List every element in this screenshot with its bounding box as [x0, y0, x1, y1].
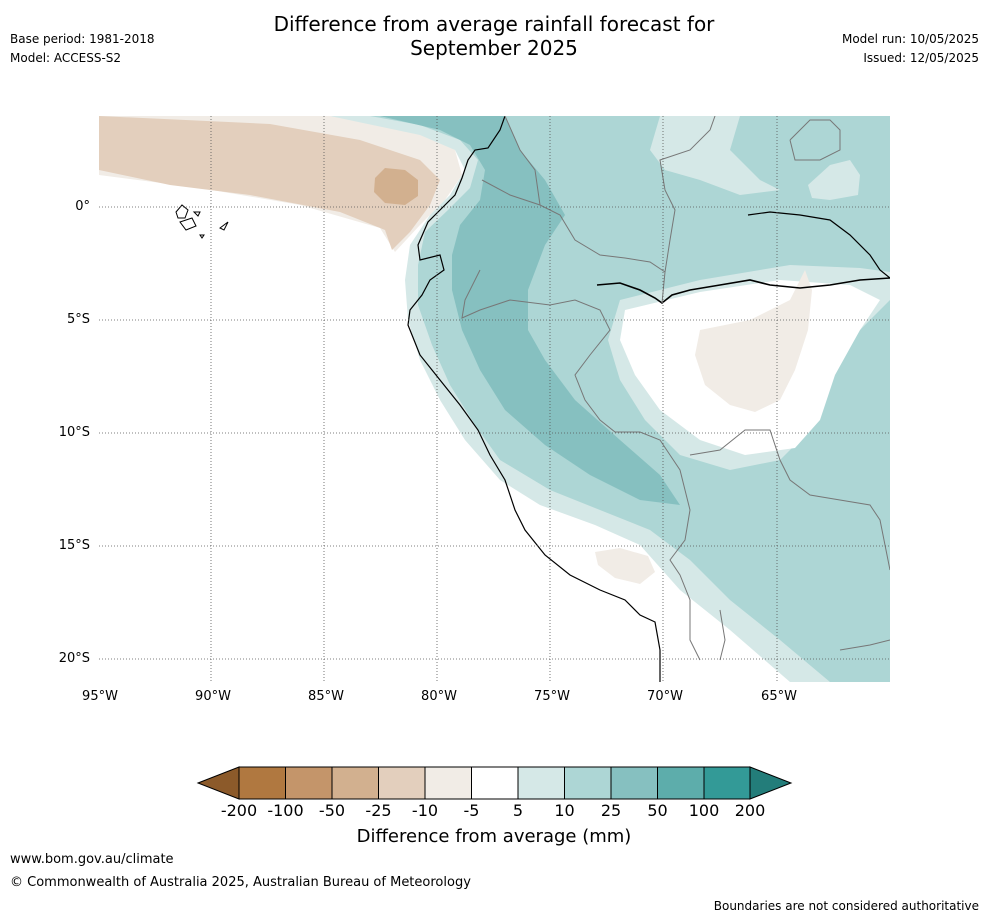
meta-left: Base period: 1981-2018 Model: ACCESS-S2 — [10, 30, 155, 68]
dry-10-contour — [99, 116, 440, 250]
colorbar-bin-5 — [424, 766, 472, 800]
lat-label-0: 0° — [75, 199, 90, 214]
dry-5-amazon — [695, 270, 812, 412]
base-period-text: Base period: 1981-2018 — [10, 32, 155, 46]
colorbar-bin-3 — [331, 766, 379, 800]
meta-right: Model run: 10/05/2025 Issued: 12/05/2025 — [842, 30, 979, 68]
colorbar-bin-11 — [703, 766, 751, 800]
wet-10-east-patch — [680, 320, 890, 682]
dry-25-contour — [374, 168, 418, 205]
colorbar-bin-1 — [238, 766, 286, 800]
lon-label-75w: 75°W — [534, 689, 570, 704]
colorbar-title: Difference from average (mm) — [356, 826, 632, 847]
dry-5-titicaca — [595, 548, 655, 584]
colorbar-label-200: 200 — [734, 801, 766, 820]
colorbar-label-100: 100 — [688, 801, 720, 820]
colorbar-bin-6 — [471, 766, 519, 800]
footer-url: www.bom.gov.au/climate — [10, 852, 174, 867]
lat-label-10s: 10°S — [58, 425, 90, 440]
wet-25-contour — [380, 116, 680, 505]
colorbar-label-neg50: -50 — [318, 801, 346, 820]
lon-label-90w: 90°W — [195, 689, 231, 704]
colorbar-label-neg10: -10 — [411, 801, 439, 820]
colorbar-label-10: 10 — [554, 801, 575, 820]
graticule — [99, 116, 890, 682]
footer-copyright: © Commonwealth of Australia 2025, Austra… — [10, 875, 471, 890]
colorbar-extend-low — [196, 766, 240, 800]
colorbar-label-25: 25 — [600, 801, 622, 820]
model-text: Model: ACCESS-S2 — [10, 51, 122, 65]
colorbar-label-neg200: -200 — [220, 801, 258, 820]
colorbar-bin-4 — [378, 766, 426, 800]
lon-label-95w: 95°W — [82, 689, 118, 704]
colorbar-label-5: 5 — [512, 801, 524, 820]
model-run-text: Model run: 10/05/2025 — [841, 32, 979, 46]
colorbar-bin-8 — [564, 766, 612, 800]
map-title-line2: September 2025 — [410, 36, 578, 60]
lat-label-20s: 20°S — [58, 651, 90, 666]
map-title-line1: Difference from average rainfall forecas… — [273, 12, 715, 36]
galapagos-islands — [175, 204, 229, 239]
wet-5-north-patch — [650, 116, 780, 195]
colorbar-label-neg100: -100 — [267, 801, 304, 820]
colorbar-bin-2 — [285, 766, 333, 800]
colorbar-bin-7 — [517, 766, 565, 800]
north-coast — [747, 211, 890, 279]
amazon-river — [596, 277, 890, 305]
country-borders — [461, 116, 890, 661]
colorbar-bin-9 — [610, 766, 658, 800]
colorbar — [196, 766, 793, 800]
issued-text: Issued: 12/05/2025 — [863, 51, 979, 65]
map-contours — [99, 116, 890, 682]
lon-label-85w: 85°W — [308, 689, 344, 704]
lat-label-5s: 5°S — [66, 312, 90, 327]
map-title: Difference from average rainfall forecas… — [0, 12, 988, 60]
coastline — [407, 116, 661, 682]
colorbar-label-neg25: -25 — [365, 801, 392, 820]
wet-5-northeast-patch — [808, 160, 860, 200]
colorbar-label-neg5: -5 — [463, 801, 480, 820]
lon-label-80w: 80°W — [421, 689, 457, 704]
lon-label-65w: 65°W — [761, 689, 797, 704]
colorbar-bin-10 — [657, 766, 705, 800]
colorbar-extend-high — [749, 766, 793, 800]
footer-disclaimer: Boundaries are not considered authoritat… — [713, 899, 979, 913]
lat-label-15s: 15°S — [58, 538, 90, 553]
colorbar-label-50: 50 — [647, 801, 668, 820]
lon-label-70w: 70°W — [647, 689, 683, 704]
